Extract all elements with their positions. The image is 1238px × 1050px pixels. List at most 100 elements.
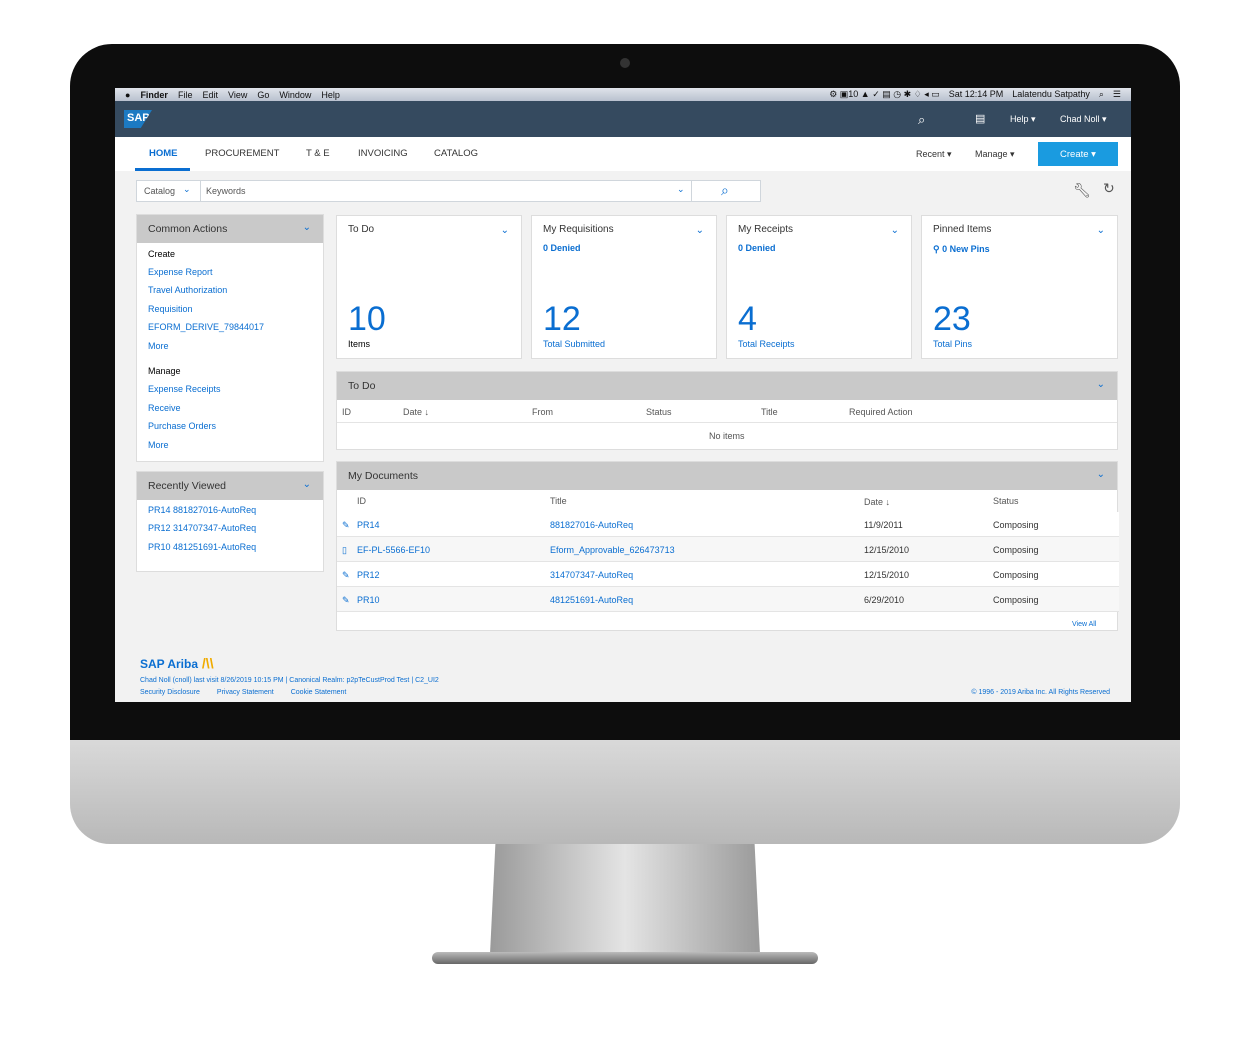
- mac-user[interactable]: Lalatendu Satpathy: [1012, 89, 1090, 99]
- user-menu[interactable]: Chad Noll ▾: [1060, 114, 1107, 124]
- doc-title-link[interactable]: 481251691-AutoReq: [550, 595, 634, 605]
- table-row[interactable]: ✎ PR14 881827016-AutoReq 11/9/2011 Compo…: [337, 512, 1119, 537]
- tile-pinned-items[interactable]: Pinned Items ⌄ ⚲ 0 New Pins 23 Total Pins: [921, 215, 1118, 359]
- column-header[interactable]: Date ↓: [403, 407, 430, 417]
- apple-icon[interactable]: ●: [125, 89, 131, 100]
- tab-procurement[interactable]: PROCUREMENT: [205, 148, 280, 159]
- list-icon[interactable]: ☰: [1112, 89, 1121, 99]
- tile-todo[interactable]: To Do ⌄ 10 Items: [336, 215, 522, 359]
- tile-footer[interactable]: Total Pins: [933, 339, 973, 349]
- search-bar: Catalog ⌄ Keywords ⌄ ⌕: [136, 180, 761, 202]
- more-manage-link[interactable]: More: [148, 440, 169, 450]
- chevron-down-icon[interactable]: ⌄: [677, 184, 685, 194]
- help-menu[interactable]: Help ▾: [1010, 114, 1036, 124]
- table-row[interactable]: ▯ EF-PL-5566-EF10 Eform_Approvable_62647…: [337, 537, 1119, 562]
- doc-title-link[interactable]: 881827016-AutoReq: [550, 520, 634, 530]
- menu-finder[interactable]: Finder: [140, 89, 168, 100]
- chevron-down-icon[interactable]: ⌄: [1096, 379, 1105, 390]
- tab-te[interactable]: T & E: [306, 148, 330, 159]
- tab-catalog[interactable]: CATALOG: [434, 148, 478, 159]
- column-header[interactable]: Status: [646, 407, 672, 417]
- table-row[interactable]: ✎ PR10 481251691-AutoReq 6/29/2010 Compo…: [337, 587, 1119, 612]
- chevron-down-icon[interactable]: ⌄: [302, 479, 311, 490]
- column-header[interactable]: Status: [993, 496, 1019, 506]
- menu-window[interactable]: Window: [279, 89, 312, 100]
- security-link[interactable]: Security Disclosure: [140, 689, 200, 696]
- column-header[interactable]: Title: [550, 496, 567, 506]
- create-button[interactable]: Create ▾: [1038, 142, 1118, 166]
- form-icon: ▯: [342, 545, 347, 555]
- chevron-down-icon[interactable]: ⌄: [500, 225, 509, 236]
- view-all-link[interactable]: View All: [1072, 621, 1097, 628]
- link-expense-report[interactable]: Expense Report: [148, 267, 213, 277]
- link-expense-receipts[interactable]: Expense Receipts: [148, 384, 221, 394]
- chevron-down-icon[interactable]: ⌄: [890, 225, 899, 236]
- chevron-down-icon[interactable]: ⌄: [695, 225, 704, 236]
- doc-date: 12/15/2010: [864, 545, 910, 555]
- column-header[interactable]: ID: [342, 407, 351, 417]
- link-requisition[interactable]: Requisition: [148, 304, 193, 314]
- chevron-down-icon[interactable]: ⌄: [183, 184, 191, 194]
- tile-subtitle[interactable]: 0 New Pins: [942, 244, 990, 254]
- chevron-down-icon[interactable]: ⌄: [1096, 469, 1105, 480]
- recent-item[interactable]: PR12 314707347-AutoReq: [148, 523, 257, 533]
- more-create-link[interactable]: More: [148, 341, 169, 351]
- doc-date: 11/9/2011: [864, 520, 903, 530]
- menu-go[interactable]: Go: [257, 89, 270, 100]
- recent-item[interactable]: PR14 881827016-AutoReq: [148, 505, 257, 515]
- last-visit-text: Chad Noll (cnoll) last visit 8/26/2019 1…: [140, 677, 439, 684]
- link-travel-authorization[interactable]: Travel Authorization: [148, 285, 228, 295]
- menu-edit[interactable]: Edit: [202, 89, 218, 100]
- print-icon[interactable]: ▤: [975, 113, 986, 125]
- wrench-icon[interactable]: 🔧︎: [1073, 182, 1091, 198]
- menu-view[interactable]: View: [227, 89, 248, 100]
- tile-title: Pinned Items: [933, 224, 992, 235]
- tab-home[interactable]: HOME: [149, 148, 178, 159]
- tile-subtitle[interactable]: 0 Denied: [738, 243, 776, 253]
- column-header[interactable]: From: [532, 407, 553, 417]
- doc-id-link[interactable]: PR10: [357, 595, 380, 605]
- column-header[interactable]: Required Action: [849, 407, 913, 417]
- search-icon[interactable]: ⌕: [721, 182, 729, 198]
- tile-my-receipts[interactable]: My Receipts ⌄ 0 Denied 4 Total Receipts: [726, 215, 912, 359]
- tile-subtitle[interactable]: 0 Denied: [543, 243, 581, 253]
- spotlight-icon[interactable]: ⌕: [1098, 89, 1104, 99]
- sap-logo[interactable]: SAP: [124, 110, 152, 128]
- column-header[interactable]: Date ↓: [864, 497, 891, 507]
- imac-foot: [432, 952, 818, 964]
- tab-invoicing[interactable]: INVOICING: [358, 148, 408, 159]
- menu-help[interactable]: Help: [321, 89, 340, 100]
- link-purchase-orders[interactable]: Purchase Orders: [148, 421, 217, 431]
- tile-footer[interactable]: Total Receipts: [738, 339, 795, 349]
- manage-menu[interactable]: Manage ▾: [975, 149, 1015, 159]
- my-documents-panel: My Documents ⌄ ID Title Date ↓ Status ✎ P…: [336, 461, 1119, 631]
- link-eform[interactable]: EFORM_DERIVE_79844017: [148, 322, 265, 332]
- keywords-input[interactable]: Keywords: [206, 186, 246, 196]
- tile-title: My Receipts: [738, 224, 794, 235]
- catalog-scope-select[interactable]: Catalog: [144, 186, 176, 196]
- column-header[interactable]: ID: [357, 496, 366, 506]
- table-row[interactable]: ✎ PR12 314707347-AutoReq 12/15/2010 Comp…: [337, 562, 1119, 587]
- privacy-link[interactable]: Privacy Statement: [216, 689, 274, 696]
- recent-item[interactable]: PR10 481251691-AutoReq: [148, 542, 257, 552]
- doc-id-link[interactable]: PR14: [357, 520, 380, 530]
- refresh-icon[interactable]: ↻: [1103, 180, 1115, 196]
- doc-title-link[interactable]: 314707347-AutoReq: [550, 570, 634, 580]
- ariba-logo-mark: /\\: [198, 655, 214, 671]
- chevron-down-icon[interactable]: ⌄: [302, 222, 311, 233]
- chevron-down-icon[interactable]: ⌄: [1096, 225, 1105, 236]
- cookie-link[interactable]: Cookie Statement: [290, 689, 347, 696]
- tile-count: 10: [348, 300, 386, 338]
- recent-menu[interactable]: Recent ▾: [916, 149, 952, 159]
- search-icon[interactable]: ⌕: [918, 112, 926, 127]
- column-header[interactable]: Title: [761, 407, 778, 417]
- doc-title-link[interactable]: Eform_Approvable_626473713: [550, 545, 675, 555]
- link-receive[interactable]: Receive: [148, 403, 181, 413]
- tile-my-requisitions[interactable]: My Requisitions ⌄ 0 Denied 12 Total Submi…: [531, 215, 717, 359]
- doc-id-link[interactable]: PR12: [357, 570, 380, 580]
- doc-id-link[interactable]: EF-PL-5566-EF10: [357, 545, 431, 555]
- tile-title: My Requisitions: [543, 224, 614, 235]
- tile-footer[interactable]: Total Submitted: [543, 339, 606, 349]
- menu-file[interactable]: File: [177, 89, 193, 100]
- panel-title: Recently Viewed: [148, 480, 227, 492]
